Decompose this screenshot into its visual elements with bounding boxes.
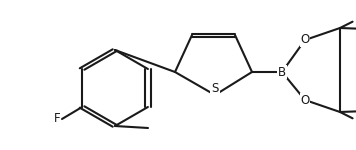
Text: O: O	[300, 93, 310, 106]
Text: B: B	[278, 66, 286, 78]
Text: O: O	[300, 33, 310, 46]
Text: S: S	[211, 82, 219, 96]
Text: F: F	[54, 112, 60, 126]
